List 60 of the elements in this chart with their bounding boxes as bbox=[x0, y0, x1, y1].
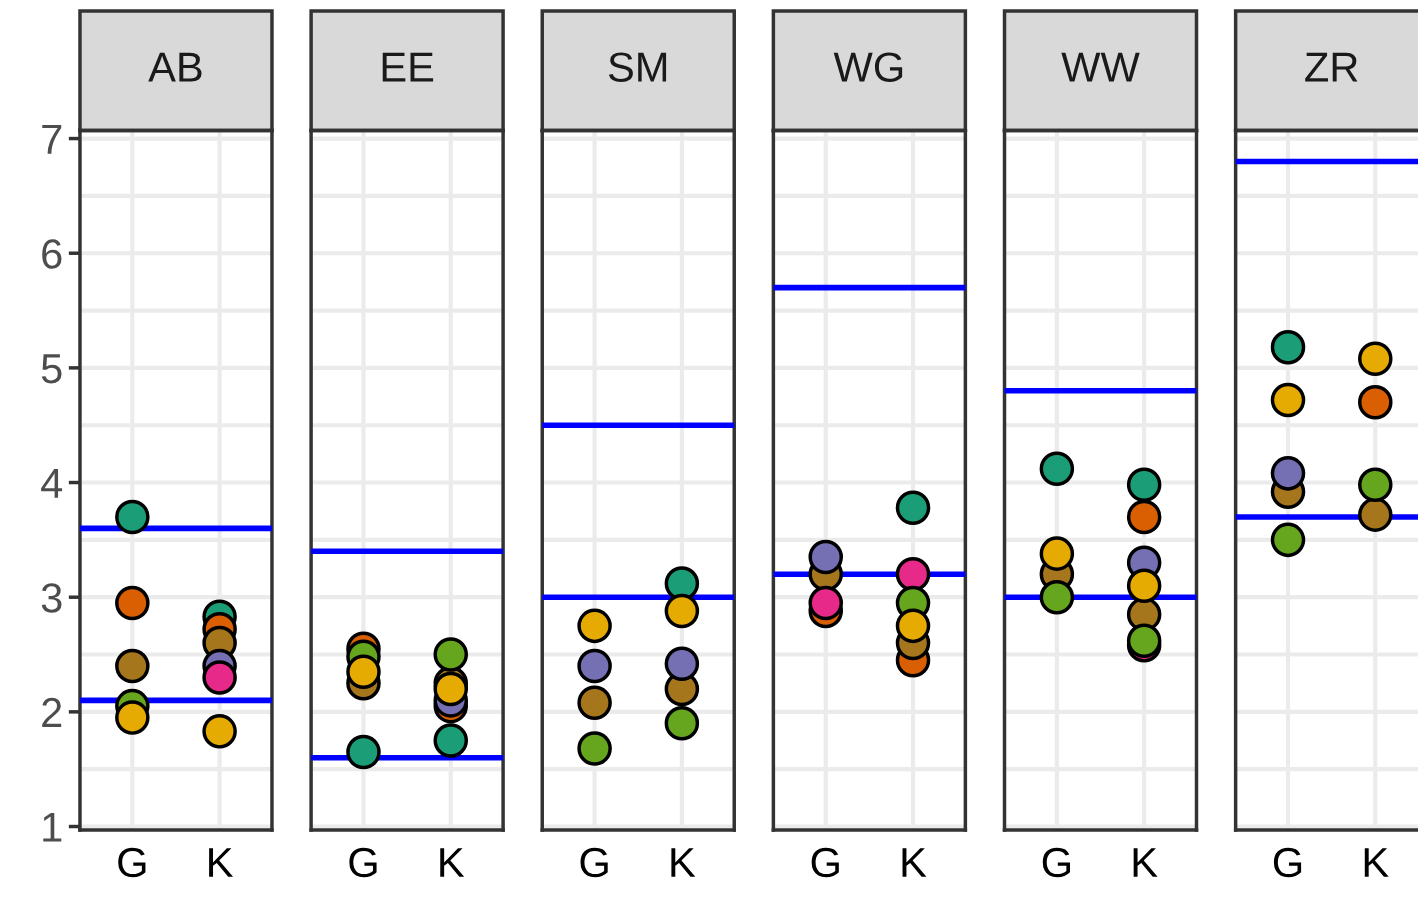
chart-title: AB bbox=[148, 52, 202, 82]
point bbox=[1358, 341, 1393, 376]
point bbox=[664, 706, 700, 741]
point bbox=[115, 700, 150, 735]
point bbox=[1358, 467, 1393, 503]
chart-title: WW bbox=[1061, 52, 1140, 82]
y-tick-label: 5 bbox=[41, 354, 62, 384]
point bbox=[895, 490, 931, 526]
point bbox=[664, 646, 700, 681]
chart-title: WG bbox=[833, 52, 903, 82]
y-tick-label: 6 bbox=[42, 239, 62, 269]
point bbox=[1039, 451, 1075, 487]
y-tick-label: 2 bbox=[42, 697, 62, 727]
x-tick-label: G bbox=[580, 847, 608, 878]
y-tick-label: 4 bbox=[41, 468, 63, 498]
x-tick-label: K bbox=[1364, 848, 1389, 877]
point bbox=[1126, 499, 1162, 535]
point bbox=[433, 723, 469, 758]
point bbox=[346, 654, 381, 689]
y-tick-label: 3 bbox=[41, 583, 62, 613]
x-tick-label: K bbox=[671, 848, 696, 877]
x-tick-label: K bbox=[440, 848, 465, 877]
point bbox=[1270, 522, 1306, 558]
point bbox=[808, 585, 844, 621]
point bbox=[1270, 382, 1306, 418]
point bbox=[115, 585, 150, 621]
chart-title: ZR bbox=[1305, 52, 1358, 82]
chart-title: EE bbox=[382, 52, 434, 82]
point bbox=[895, 608, 931, 644]
x-tick-label: G bbox=[118, 847, 146, 878]
point bbox=[433, 637, 469, 672]
point bbox=[115, 648, 150, 684]
point bbox=[1039, 536, 1075, 571]
point bbox=[202, 714, 237, 749]
x-tick-label: K bbox=[902, 848, 927, 877]
point bbox=[1358, 385, 1393, 420]
point bbox=[1126, 568, 1162, 603]
x-tick-label: G bbox=[1042, 847, 1070, 878]
x-tick-label: G bbox=[1273, 847, 1302, 878]
point bbox=[115, 499, 150, 535]
point bbox=[577, 731, 612, 766]
x-tick-label: K bbox=[1133, 848, 1158, 877]
y-tick-label: 7 bbox=[42, 124, 62, 154]
point bbox=[1039, 579, 1075, 615]
x-tick-label: G bbox=[811, 847, 839, 878]
chart-title: SM bbox=[608, 52, 667, 82]
point bbox=[202, 660, 237, 695]
point bbox=[1270, 456, 1306, 491]
point bbox=[346, 734, 381, 770]
point bbox=[577, 685, 612, 720]
point bbox=[577, 648, 612, 684]
x-tick-label: G bbox=[349, 847, 377, 878]
point bbox=[808, 539, 844, 575]
point bbox=[577, 608, 612, 644]
x-tick-label: K bbox=[209, 848, 234, 877]
point bbox=[1358, 497, 1393, 532]
point bbox=[1126, 467, 1162, 503]
point bbox=[1270, 329, 1306, 365]
point bbox=[664, 593, 700, 629]
y-tick-label: 1 bbox=[43, 812, 62, 842]
